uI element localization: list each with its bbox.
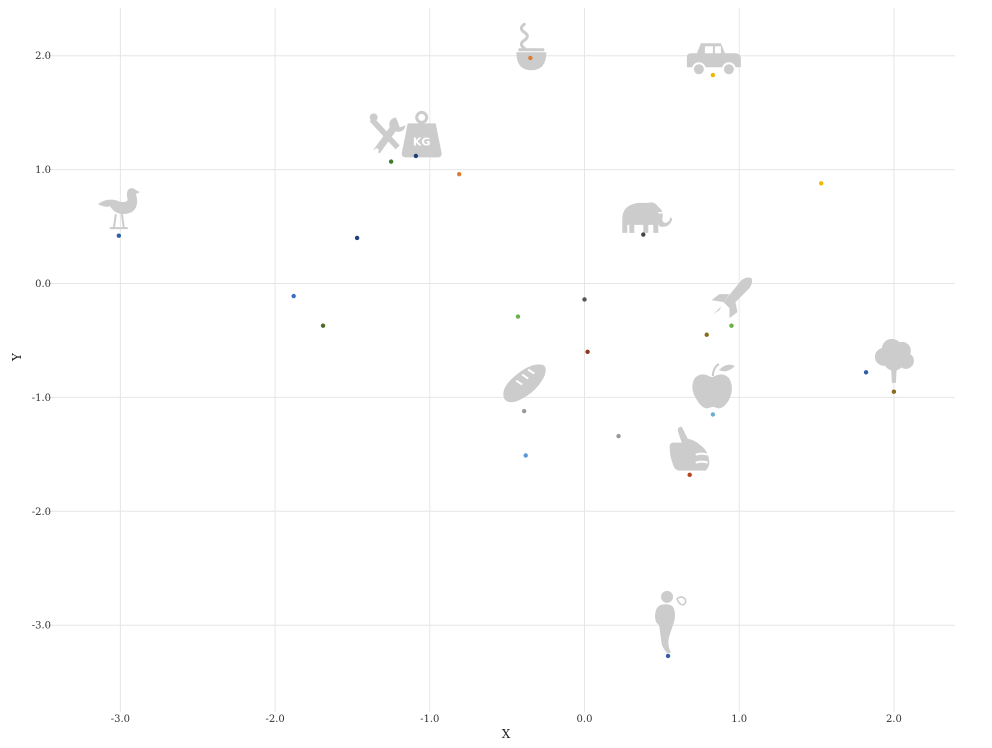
bowl-icon [516,22,547,71]
elephant-icon [622,202,673,233]
data-point [585,349,590,355]
x-axis-title: X [502,727,511,741]
data-point [891,389,897,394]
x-tick-label: -3.0 [111,714,130,725]
y-tick-label: 0.0 [35,279,51,290]
grid [44,8,955,712]
y-tick-label: -2.0 [32,507,51,518]
svg-text:KG: KG [413,135,431,148]
y-tick-label: 2.0 [35,51,51,62]
x-tick-label: 2.0 [886,714,902,725]
y-tick-label: 1.0 [35,165,51,176]
data-point [641,232,646,237]
rocket-icon [711,277,753,319]
data-point [320,323,326,328]
data-point [665,653,671,659]
data-point [687,472,692,478]
data-point [710,412,716,417]
thumbs-up-icon [669,426,710,471]
data-point [515,314,521,319]
data-point [528,55,533,61]
data-point [413,153,419,159]
data-point [704,332,709,337]
x-tick-label: 1.0 [731,714,747,725]
chicken-icon [97,188,140,230]
tick-labels: -3.0 -2.0 -1.0 0.0 1.0 2.0 -3.0 -2.0 -1.0 0.0 1.0 2… [32,51,902,725]
x-tick-label: -2.0 [265,714,284,725]
data-point [616,433,621,439]
data-point [863,370,869,375]
data-point [291,293,296,299]
data-point [116,233,122,238]
car-icon [686,43,741,77]
data-point [523,453,528,458]
icon-layer: KG [97,22,914,653]
bread-icon [503,364,546,403]
y-axis-title: Y [10,352,24,362]
x-tick-label: 0.0 [577,714,593,725]
data-point [354,235,360,241]
person-icon [655,590,687,653]
data-point [710,72,716,78]
data-point [582,297,587,302]
tree-icon [874,338,914,383]
data-point [521,408,527,414]
y-tick-label: -3.0 [32,621,51,632]
apple-icon [692,363,735,409]
data-point [729,323,734,328]
data-point [456,171,462,177]
point-layer [116,55,897,659]
data-point [818,181,824,186]
y-tick-label: -1.0 [32,393,51,404]
tools-weight-icon: KG [369,110,442,158]
x-tick-label: -1.0 [420,714,439,725]
data-point [388,159,394,164]
